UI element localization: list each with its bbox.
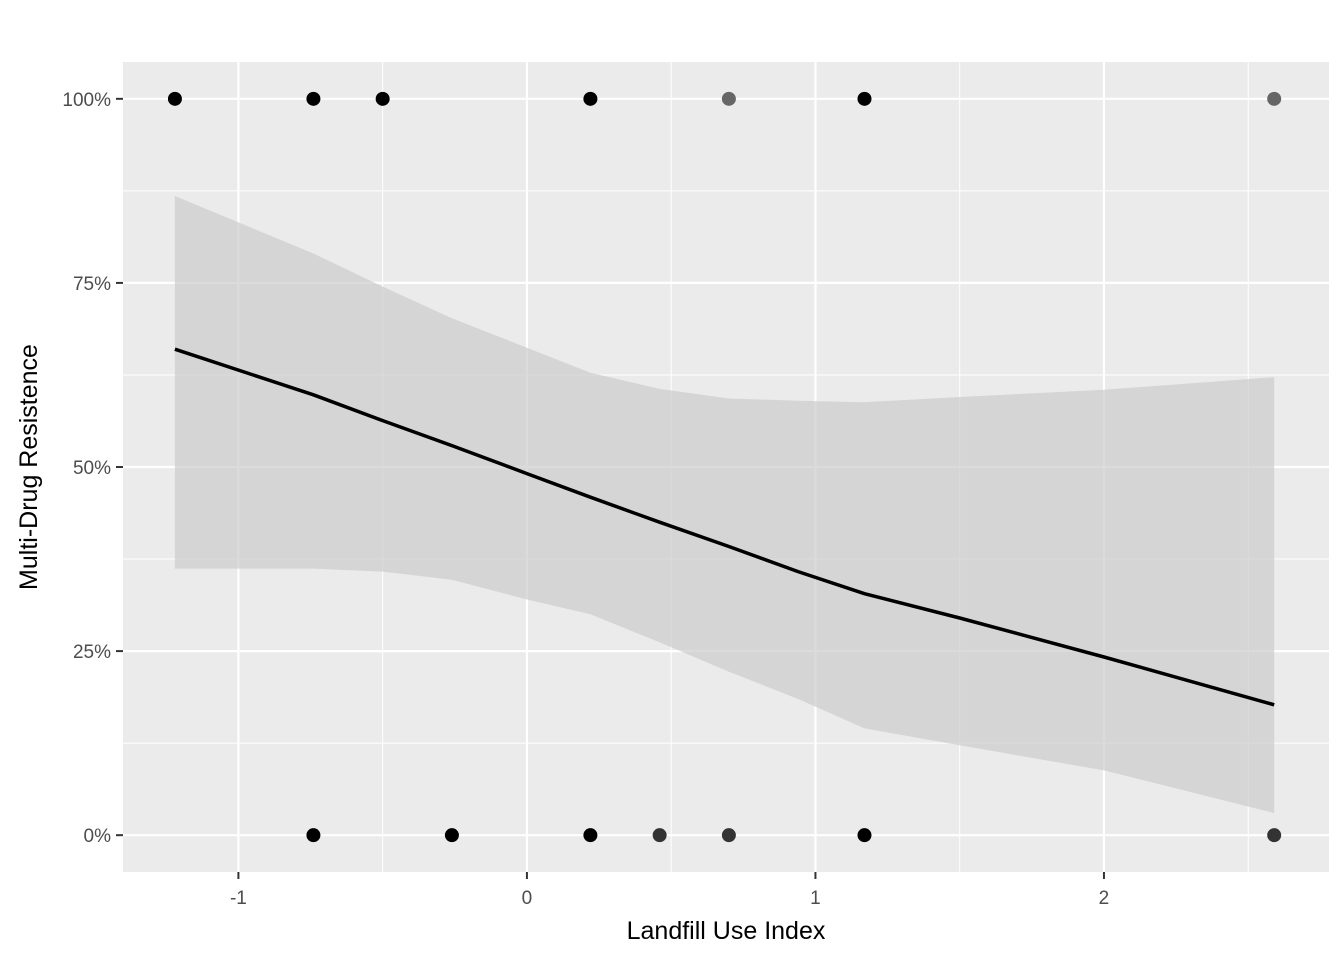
y-tick-label: 25% <box>73 642 111 663</box>
x-tick-label: 2 <box>1099 888 1110 909</box>
data-point <box>375 91 390 106</box>
y-axis-title: Multi-Drug Resistence <box>15 344 43 590</box>
data-point <box>1267 828 1282 843</box>
data-point <box>857 828 872 843</box>
data-point <box>652 828 667 843</box>
x-tick-label: -1 <box>230 888 247 909</box>
data-point <box>167 91 182 106</box>
data-point <box>857 91 872 106</box>
x-axis: -1 0 1 2 <box>230 872 1109 909</box>
y-tick-label: 75% <box>73 274 111 295</box>
y-axis: 0% 25% 50% 75% 100% <box>62 90 123 847</box>
data-point <box>1267 91 1282 106</box>
data-point <box>721 828 736 843</box>
x-tick-label: 0 <box>522 888 533 909</box>
x-axis-title: Landfill Use Index <box>627 917 826 945</box>
data-point <box>583 91 598 106</box>
confidence-band <box>174 196 1275 814</box>
y-tick-label: 0% <box>84 826 112 847</box>
y-tick-label: 50% <box>73 458 111 479</box>
data-point <box>306 828 321 843</box>
fit-line <box>174 347 1275 707</box>
data-point <box>721 91 736 106</box>
data-point <box>444 828 459 843</box>
y-tick-label: 100% <box>62 90 111 111</box>
data-points <box>167 91 1282 843</box>
x-tick-label: 1 <box>810 888 821 909</box>
data-point <box>306 91 321 106</box>
data-point <box>583 828 598 843</box>
